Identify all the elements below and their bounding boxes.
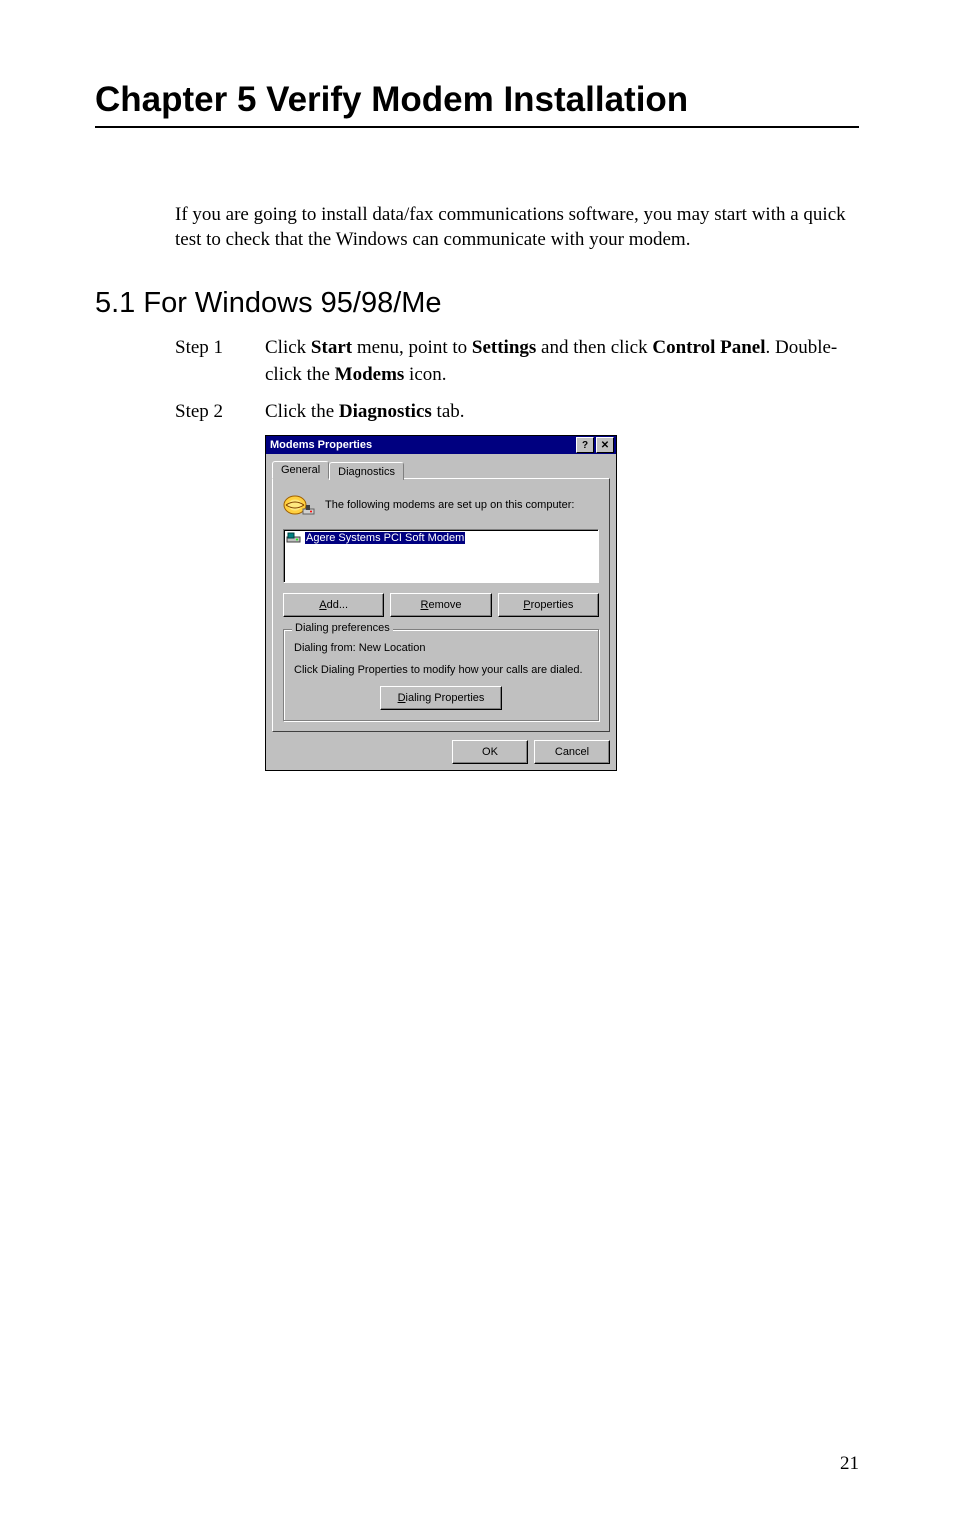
info-text: The following modems are set up on this … <box>325 499 574 511</box>
groupbox-title: Dialing preferences <box>292 622 393 634</box>
dialing-properties-button[interactable]: Dialing Properties <box>380 686 502 710</box>
dialing-from-value: New Location <box>359 642 426 654</box>
dialing-btn-hotkey: D <box>398 692 406 704</box>
page-number: 21 <box>840 1453 859 1475</box>
step-1-text5: icon. <box>404 364 446 385</box>
step-1: Step 1 Click Start menu, point to Settin… <box>175 335 859 388</box>
dialing-from-label: Dialing from: <box>294 642 359 654</box>
step-1-text2: menu, point to <box>352 337 472 358</box>
dialog-titlebar[interactable]: Modems Properties ? ✕ <box>266 436 616 454</box>
modems-listbox[interactable]: Agere Systems PCI Soft Modem <box>283 529 599 583</box>
add-button[interactable]: Add... <box>283 593 384 617</box>
modem-icon <box>283 491 315 519</box>
step-1-bold-settings: Settings <box>472 337 536 358</box>
tab-panel-general: The following modems are set up on this … <box>272 478 610 732</box>
dialing-from-line: Dialing from: New Location <box>294 642 588 654</box>
dialog-title: Modems Properties <box>268 439 574 451</box>
step-1-text3: and then click <box>536 337 652 358</box>
step-2-text: Click the <box>265 401 339 422</box>
step-2-label: Step 2 <box>175 399 265 426</box>
ok-button[interactable]: OK <box>452 740 528 764</box>
modem-item-icon <box>286 531 302 545</box>
list-item-label: Agere Systems PCI Soft Modem <box>305 532 465 544</box>
step-2-text2: tab. <box>432 401 465 422</box>
step-2-bold-diagnostics: Diagnostics <box>339 401 432 422</box>
remove-button[interactable]: Remove <box>390 593 491 617</box>
step-2: Step 2 Click the Diagnostics tab. <box>175 399 859 426</box>
cancel-button[interactable]: Cancel <box>534 740 610 764</box>
chapter-title: Chapter 5 Verify Modem Installation <box>95 80 859 128</box>
add-btn-hotkey: A <box>319 599 326 611</box>
step-1-bold-start: Start <box>311 337 352 358</box>
step-1-bold-controlpanel: Control Panel <box>652 337 765 358</box>
modems-properties-dialog: Modems Properties ? ✕ General Diagnostic… <box>265 435 617 771</box>
step-1-body: Click Start menu, point to Settings and … <box>265 335 859 388</box>
properties-button[interactable]: Properties <box>498 593 599 617</box>
tabstrip: General Diagnostics <box>272 461 610 479</box>
properties-btn-rest: roperties <box>531 599 574 611</box>
tab-general[interactable]: General <box>272 461 329 479</box>
section-heading: 5.1 For Windows 95/98/Me <box>95 287 859 320</box>
dialing-help-text: Click Dialing Properties to modify how y… <box>294 664 588 676</box>
add-btn-rest: dd... <box>327 599 348 611</box>
intro-paragraph: If you are going to install data/fax com… <box>175 203 859 252</box>
remove-btn-rest: emove <box>428 599 461 611</box>
close-button[interactable]: ✕ <box>596 437 614 453</box>
step-1-text: Click <box>265 337 311 358</box>
properties-btn-hotkey: P <box>523 599 530 611</box>
step-1-label: Step 1 <box>175 335 265 388</box>
step-1-bold-modems: Modems <box>335 364 405 385</box>
list-item[interactable]: Agere Systems PCI Soft Modem <box>284 530 598 546</box>
dialing-btn-rest: ialing Properties <box>406 692 485 704</box>
step-2-body: Click the Diagnostics tab. <box>265 399 859 426</box>
tab-diagnostics[interactable]: Diagnostics <box>329 462 404 480</box>
help-button[interactable]: ? <box>576 437 594 453</box>
dialing-preferences-group: Dialing preferences Dialing from: New Lo… <box>283 629 599 721</box>
